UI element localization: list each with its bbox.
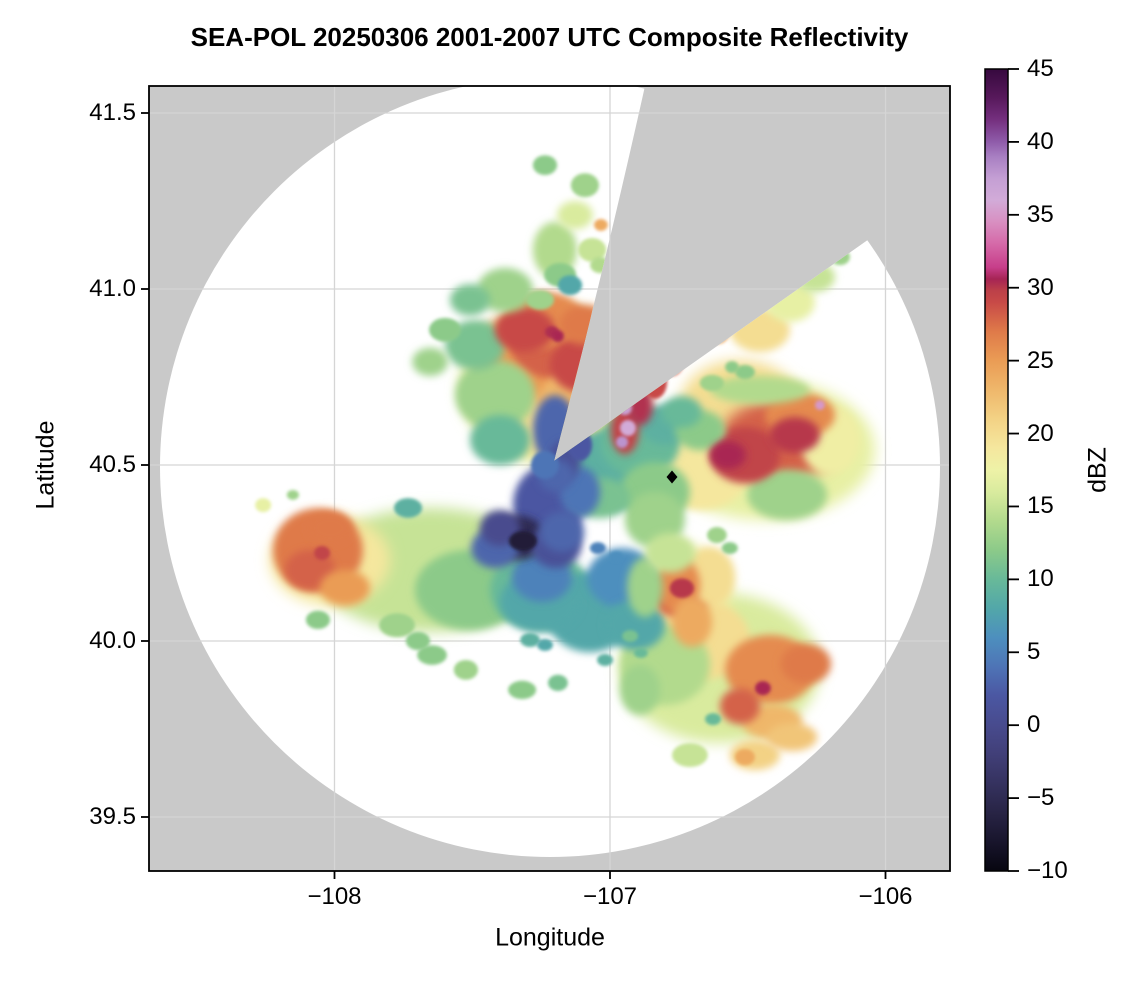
echo-region	[671, 743, 708, 768]
echo-region	[616, 436, 629, 449]
colorbar-tick-label: 45	[1027, 55, 1054, 82]
echo-region	[706, 526, 727, 544]
echo-region	[453, 660, 479, 680]
colorbar-tick-label: 20	[1027, 419, 1054, 447]
echo-region	[627, 557, 663, 618]
echo-region	[705, 713, 722, 726]
y-tick-label: 40.5	[89, 451, 136, 478]
echo-region	[622, 630, 639, 643]
blocked-sector-wedge	[554, 86, 950, 461]
echo-region	[286, 489, 299, 500]
colorbar-label: dBZ	[1083, 447, 1112, 493]
echo-region	[699, 374, 725, 392]
echo-region	[661, 396, 703, 428]
echo-region	[671, 597, 713, 647]
echo-region	[619, 419, 636, 437]
echo-region	[557, 275, 583, 295]
x-axis-label: Longitude	[495, 923, 605, 952]
colorbar-tick-label: −5	[1027, 784, 1055, 812]
echo-region	[597, 654, 614, 666]
y-tick-label: 39.5	[89, 803, 136, 830]
colorbar-tick-marks	[1008, 68, 1019, 872]
echo-region	[405, 631, 431, 651]
echo-region	[394, 498, 423, 518]
site-marker-diamond	[666, 470, 678, 484]
echo-region	[710, 375, 811, 405]
echo-region	[428, 317, 461, 342]
y-axis-label: Latitude	[31, 420, 60, 510]
colorbar	[984, 68, 1009, 872]
echo-region	[578, 237, 607, 262]
echo-region	[412, 347, 449, 376]
echo-region	[379, 613, 415, 638]
echo-region	[747, 469, 828, 520]
echo-region	[548, 674, 568, 691]
echo-region	[476, 267, 534, 313]
y-tick-label: 41.5	[89, 99, 136, 126]
echo-region	[530, 450, 560, 480]
echo-region	[308, 512, 353, 544]
echo-region	[470, 415, 531, 465]
echo-region	[525, 290, 555, 310]
echo-region	[319, 569, 371, 606]
x-tick-label: −106	[858, 883, 913, 910]
echo-region	[735, 365, 755, 380]
plot-title: SEA-POL 20250306 2001-2007 UTC Composite…	[190, 22, 909, 52]
echo-region	[508, 680, 537, 700]
echo-region	[769, 417, 820, 454]
echo-region	[449, 284, 491, 316]
colorbar-tick-label: −10	[1027, 857, 1068, 884]
echo-region	[455, 360, 536, 430]
x-tick-label: −108	[307, 883, 362, 910]
axis-tick-marks	[141, 112, 887, 879]
colorbar-tick-label: 35	[1027, 200, 1054, 228]
colorbar-tick-label: 30	[1027, 273, 1054, 301]
echo-region	[589, 542, 606, 555]
echo-region	[520, 632, 541, 647]
echo-region	[721, 542, 738, 555]
echo-region	[609, 551, 623, 562]
echo-region	[557, 201, 593, 230]
echo-region	[551, 330, 564, 343]
echo-region	[633, 648, 648, 658]
echo-region	[814, 400, 825, 411]
colorbar-tick-label: 40	[1027, 127, 1054, 155]
echo-region	[479, 510, 521, 546]
plot-frame	[148, 85, 951, 872]
echo-region	[669, 578, 695, 599]
colorbar-tick-label: 10	[1027, 565, 1054, 593]
colorbar-tick-label: 15	[1027, 492, 1054, 520]
echo-region	[735, 749, 755, 766]
colorbar-tick-label: 25	[1027, 346, 1054, 374]
echo-region	[594, 218, 608, 231]
y-tick-label: 40.0	[89, 627, 136, 654]
y-tick-label: 41.0	[89, 275, 136, 302]
echo-region	[619, 664, 661, 715]
echo-region	[417, 645, 447, 665]
echo-region	[754, 681, 771, 696]
echo-region	[719, 688, 761, 725]
echo-region	[494, 307, 555, 353]
echo-region	[540, 511, 585, 552]
echo-region	[536, 638, 553, 651]
echo-region	[532, 155, 558, 175]
echo-region	[314, 545, 331, 561]
colorbar-tick-label: 0	[1027, 711, 1041, 739]
echo-region	[644, 532, 696, 574]
echo-region	[508, 531, 537, 551]
echo-region	[710, 441, 746, 470]
reflectivity-echoes	[255, 155, 876, 771]
echo-region	[780, 643, 831, 684]
x-tick-label: −107	[582, 883, 638, 910]
echo-region	[305, 610, 331, 630]
colorbar-tick-label: 5	[1027, 638, 1041, 666]
echo-region	[255, 498, 272, 513]
echo-region	[767, 723, 818, 752]
echo-region	[725, 361, 739, 374]
echo-region	[570, 173, 599, 198]
